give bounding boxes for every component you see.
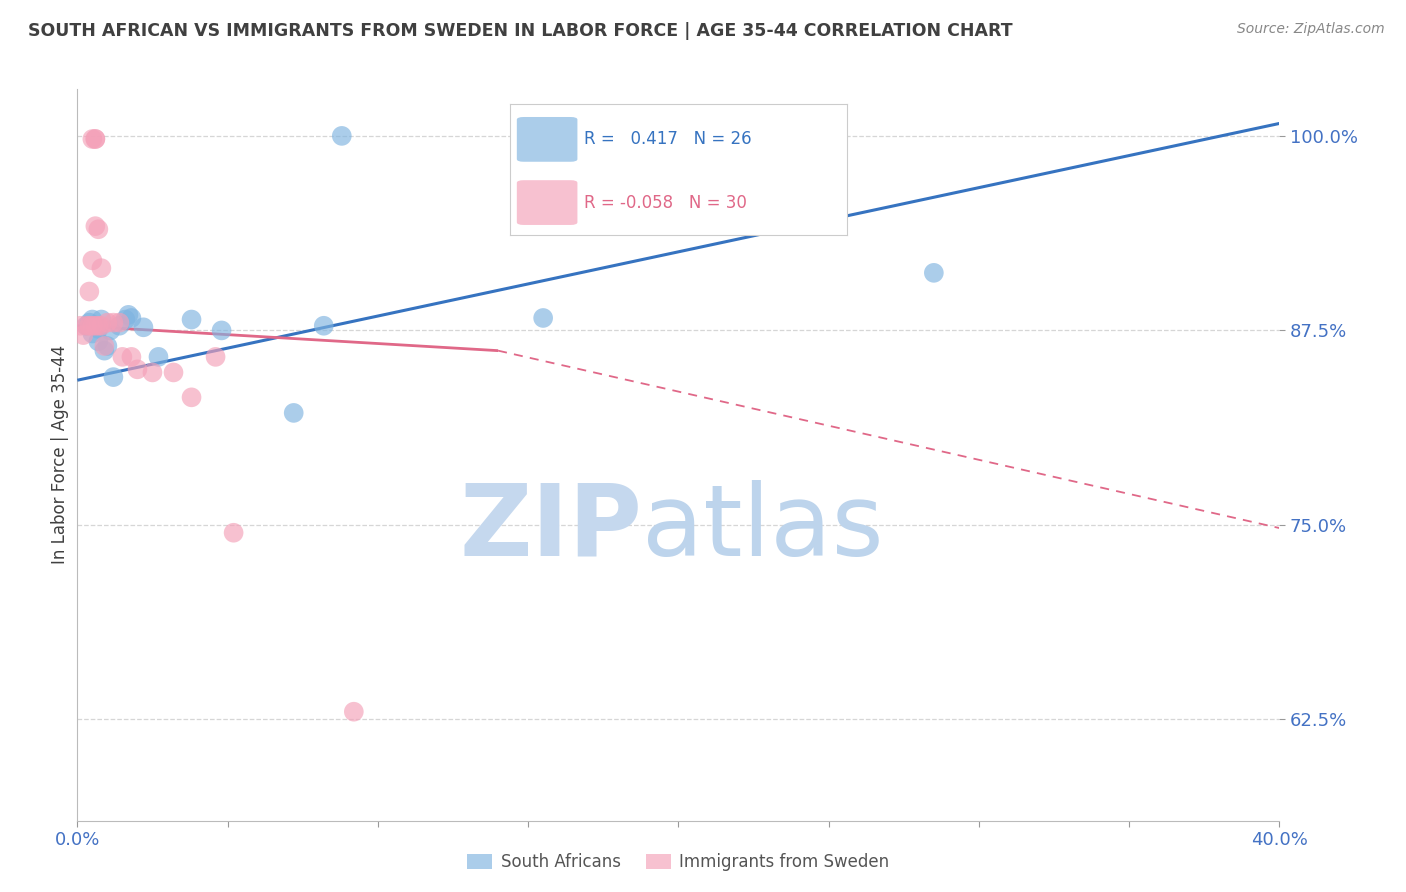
Point [108,316,131,330]
Point [120,310,142,325]
Point [343,705,366,719]
Point [114,312,136,326]
Point [132,320,155,334]
Point [72,328,94,343]
Point [486,876,509,890]
Point [162,366,184,380]
Point [87,334,110,349]
Point [222,525,245,540]
Point [283,406,305,420]
Text: atlas: atlas [643,480,884,576]
Y-axis label: In Labor Force | Age 35-44: In Labor Force | Age 35-44 [51,345,69,565]
Point [108,318,131,333]
Point [120,350,142,364]
Point [75,318,97,333]
Point [69,318,91,333]
Point [562,128,585,143]
Point [111,350,134,364]
Point [180,390,202,404]
Text: SOUTH AFRICAN VS IMMIGRANTS FROM SWEDEN IN LABOR FORCE | AGE 35-44 CORRELATION C: SOUTH AFRICAN VS IMMIGRANTS FROM SWEDEN … [28,22,1012,40]
Point [103,316,125,330]
Point [180,312,202,326]
Legend: South Africans, Immigrants from Sweden: South Africans, Immigrants from Sweden [461,847,896,878]
Point [211,323,233,337]
Point [103,370,125,384]
Point [90,261,112,276]
Point [75,318,97,333]
Point [204,350,226,364]
Point [82,253,104,268]
Point [93,339,115,353]
Point [90,312,112,326]
Point [84,132,107,146]
Point [922,266,945,280]
Point [141,366,163,380]
Text: Source: ZipAtlas.com: Source: ZipAtlas.com [1237,22,1385,37]
Point [100,323,122,337]
Text: ZIP: ZIP [460,480,643,576]
Point [84,318,107,333]
Point [84,219,107,234]
Point [79,316,101,330]
Point [330,128,353,143]
Point [82,312,104,326]
Point [117,308,139,322]
Point [148,350,170,364]
Point [79,285,101,299]
Point [93,343,115,358]
Point [90,318,112,333]
Point [84,318,107,333]
Point [127,362,149,376]
Point [312,318,335,333]
Point [87,318,110,333]
Point [79,318,101,333]
Point [96,316,118,330]
Point [531,310,554,325]
Point [82,318,104,333]
Point [84,132,107,146]
Point [96,339,118,353]
Point [82,132,104,146]
Point [87,222,110,236]
Point [82,326,104,341]
Point [87,322,110,336]
